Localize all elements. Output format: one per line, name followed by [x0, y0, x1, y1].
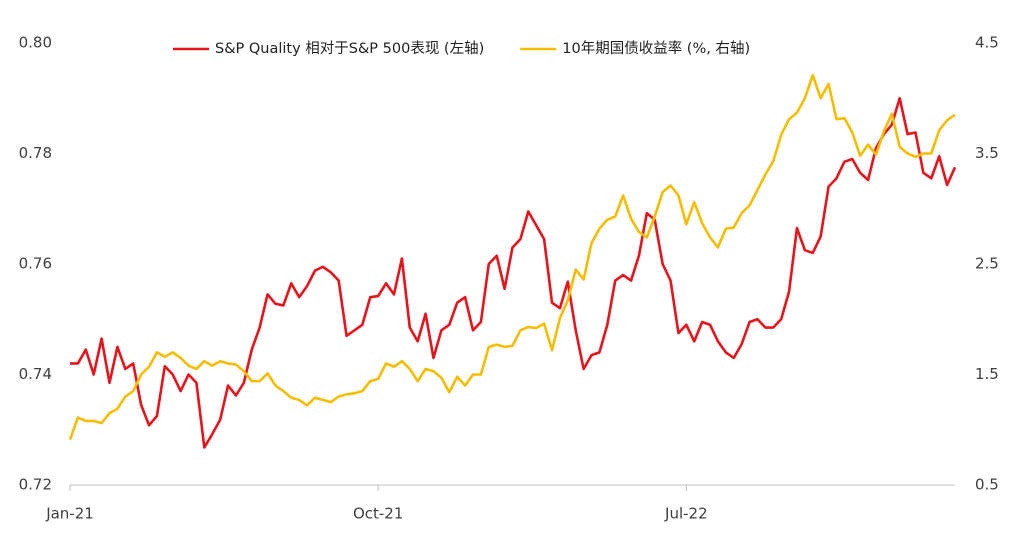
series-line [70, 96, 957, 449]
y-tick-label: 0.78 [19, 144, 52, 162]
y-tick-label: 0.80 [19, 34, 52, 52]
x-tick-label: Oct-21 [353, 505, 403, 523]
y2-tick-label: 3.5 [975, 144, 999, 162]
y-tick-label: 0.76 [19, 255, 52, 273]
legend-label: 10年期国债收益率 (%, 右轴) [562, 40, 750, 57]
y2-tick-label: 1.5 [975, 365, 999, 383]
y2-tick-label: 0.5 [975, 476, 999, 494]
y-tick-label: 0.74 [19, 365, 52, 383]
legend: S&P Quality 相对于S&P 500表现 (左轴) 10年期国债收益率 (… [173, 40, 750, 57]
x-tick-label: Jan-21 [45, 505, 94, 523]
legend-label: S&P Quality 相对于S&P 500表现 (左轴) [215, 40, 484, 57]
x-tick-label: Jul-22 [664, 505, 708, 523]
y2-tick-label: 4.5 [975, 34, 999, 52]
series-line [68, 73, 956, 441]
y-tick-label: 0.72 [19, 476, 52, 494]
y2-tick-label: 2.5 [975, 255, 999, 273]
